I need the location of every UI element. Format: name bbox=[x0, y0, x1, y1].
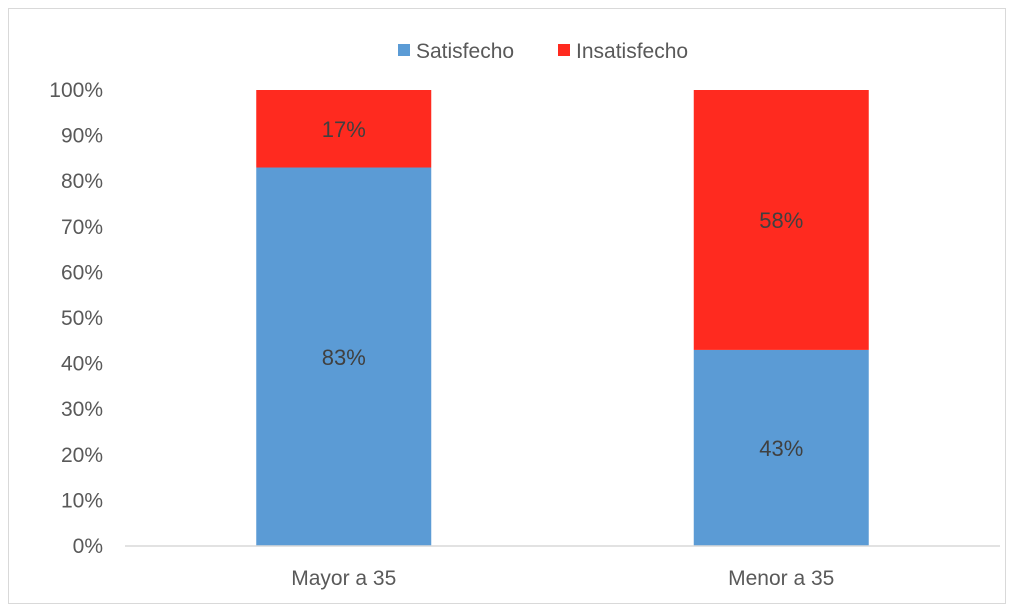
x-axis: Mayor a 35 Menor a 35 bbox=[291, 567, 834, 590]
legend-swatch-satisfecho bbox=[398, 44, 410, 56]
data-label-insatisfecho-1: 17% bbox=[322, 117, 366, 142]
legend-label-satisfecho: Satisfecho bbox=[416, 40, 514, 63]
bars bbox=[256, 90, 869, 546]
bar-satisfecho-2 bbox=[693, 349, 869, 546]
y-tick-label: 0% bbox=[73, 535, 103, 558]
y-tick-label: 100% bbox=[49, 79, 103, 102]
y-tick-label: 10% bbox=[61, 489, 103, 512]
category-label-mayor-a-35: Mayor a 35 bbox=[291, 567, 396, 590]
category-label-menor-a-35: Menor a 35 bbox=[728, 567, 834, 590]
data-labels: 83% 17% 43% 58% bbox=[322, 117, 804, 461]
legend: Satisfecho Insatisfecho bbox=[398, 40, 688, 63]
y-tick-label: 70% bbox=[61, 216, 103, 239]
legend-swatch-insatisfecho bbox=[558, 44, 570, 56]
y-tick-label: 80% bbox=[61, 170, 103, 193]
y-tick-label: 50% bbox=[61, 307, 103, 330]
data-label-satisfecho-2: 43% bbox=[759, 436, 803, 461]
y-tick-label: 30% bbox=[61, 398, 103, 421]
data-label-insatisfecho-2: 58% bbox=[759, 208, 803, 233]
y-tick-label: 90% bbox=[61, 125, 103, 148]
bar-insatisfecho-2 bbox=[693, 90, 869, 350]
bar-satisfecho-1 bbox=[256, 167, 432, 546]
y-tick-label: 60% bbox=[61, 261, 103, 284]
bar-insatisfecho-1 bbox=[256, 90, 432, 168]
legend-label-insatisfecho: Insatisfecho bbox=[576, 40, 688, 63]
y-axis: 0% 10% 20% 30% 40% 50% 60% 70% 80% 90% 100% bbox=[49, 79, 103, 558]
y-tick-label: 20% bbox=[61, 444, 103, 467]
y-tick-label: 40% bbox=[61, 353, 103, 376]
data-label-satisfecho-1: 83% bbox=[322, 345, 366, 370]
